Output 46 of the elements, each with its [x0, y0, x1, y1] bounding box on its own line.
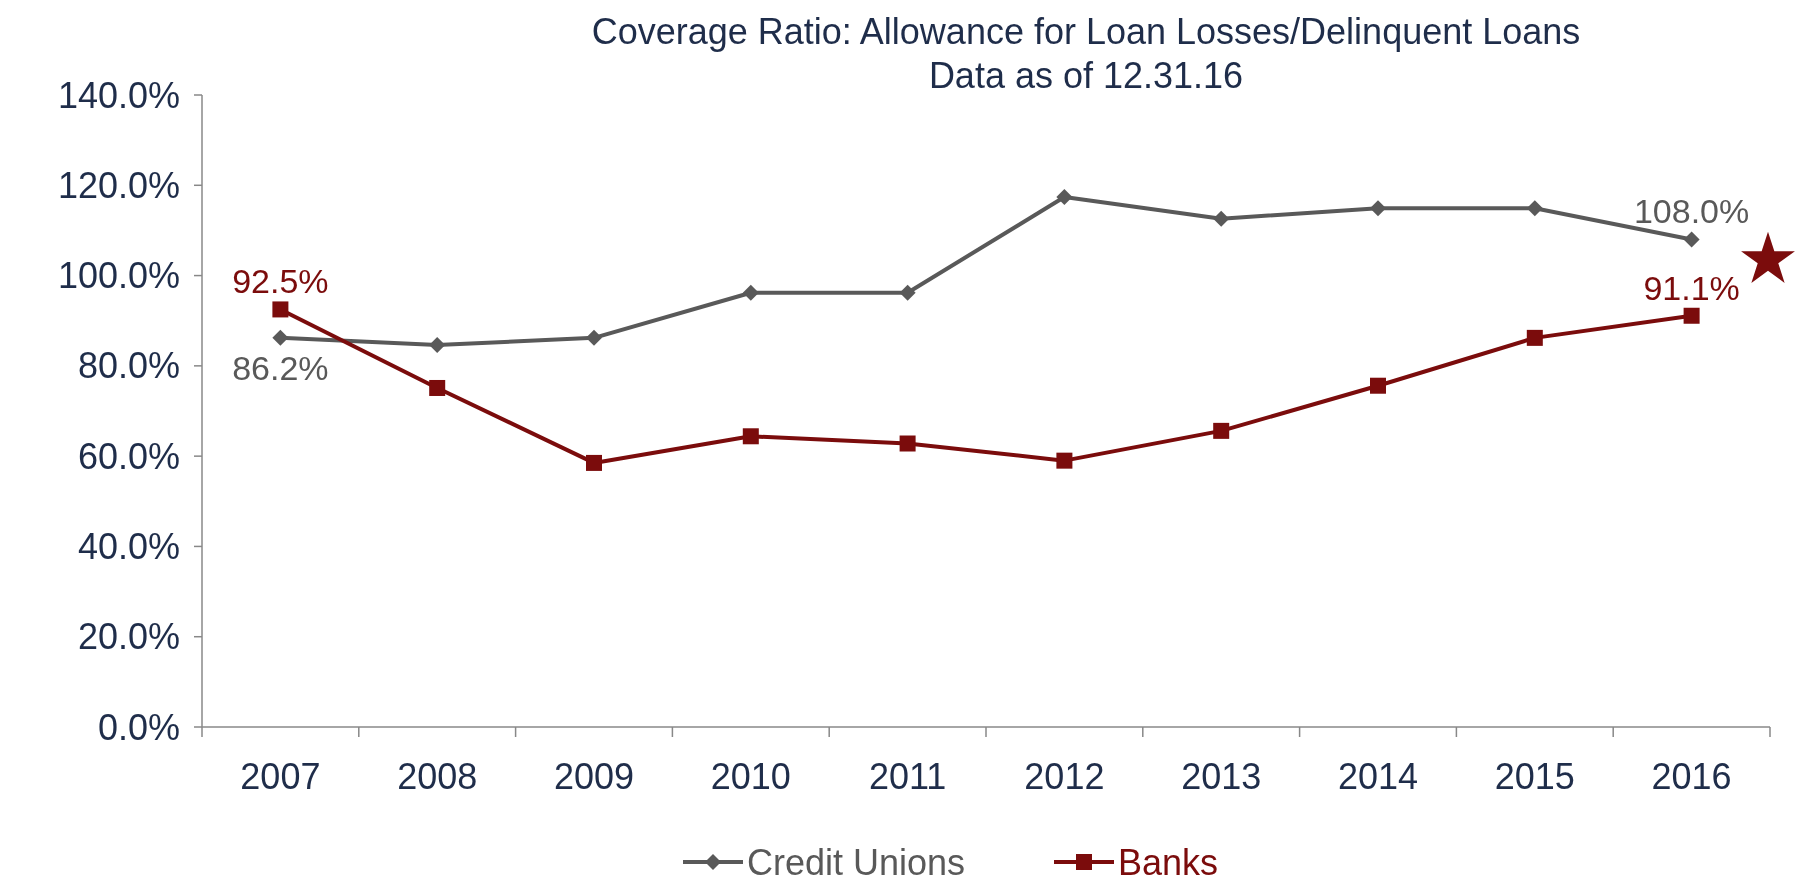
x-tick-label: 2007: [240, 756, 321, 797]
point: [1526, 329, 1543, 346]
data-label: 91.1%: [1643, 268, 1740, 307]
point: [1683, 307, 1700, 324]
point: [429, 337, 446, 354]
x-tick-label: 2010: [710, 756, 791, 797]
x-tick-label: 2008: [397, 756, 478, 797]
point: [272, 301, 289, 318]
point: [586, 329, 602, 346]
x-tick-label: 2012: [1024, 756, 1105, 797]
data-label: 86.2%: [232, 348, 329, 387]
chart-subtitle: Data as of 12.31.16: [928, 55, 1244, 96]
x-tick-label: 2014: [1337, 756, 1419, 797]
y-tick-label: 120.0%: [57, 164, 180, 206]
y-tick-label: 140.0%: [57, 74, 180, 116]
point: [1213, 422, 1230, 439]
y-tick-label: 100.0%: [57, 255, 180, 297]
y-tick-label: 60.0%: [77, 435, 180, 477]
legend-label: Banks: [1118, 841, 1219, 883]
chart-title: Coverage Ratio: Allowance for Loan Losses/Delinquent Loans: [591, 11, 1581, 52]
point: [1526, 200, 1543, 217]
x-tick-label: 2013: [1181, 756, 1262, 797]
y-tick-label: 20.0%: [77, 616, 180, 658]
point: [1370, 377, 1386, 394]
data-label: 108.0%: [1633, 192, 1750, 231]
point: [899, 284, 916, 301]
point: [742, 284, 759, 301]
point: [742, 428, 759, 445]
point: [1370, 200, 1386, 217]
point: [1056, 189, 1073, 206]
data-label: 92.5%: [232, 262, 329, 301]
y-tick-label: 40.0%: [77, 526, 180, 568]
x-tick-label: 2016: [1651, 756, 1732, 797]
point: [1213, 210, 1230, 227]
point: [586, 454, 602, 471]
y-tick-label: 80.0%: [77, 345, 180, 387]
point: [272, 329, 289, 346]
point: [899, 435, 916, 452]
point: [1056, 452, 1073, 469]
point: [429, 379, 446, 396]
x-tick-label: 2011: [868, 756, 947, 797]
x-tick-label: 2009: [553, 756, 635, 797]
point: [1683, 231, 1700, 248]
legend-label: Credit Unions: [747, 841, 966, 883]
y-tick-label: 0.0%: [97, 706, 180, 748]
x-tick-label: 2015: [1494, 756, 1575, 797]
